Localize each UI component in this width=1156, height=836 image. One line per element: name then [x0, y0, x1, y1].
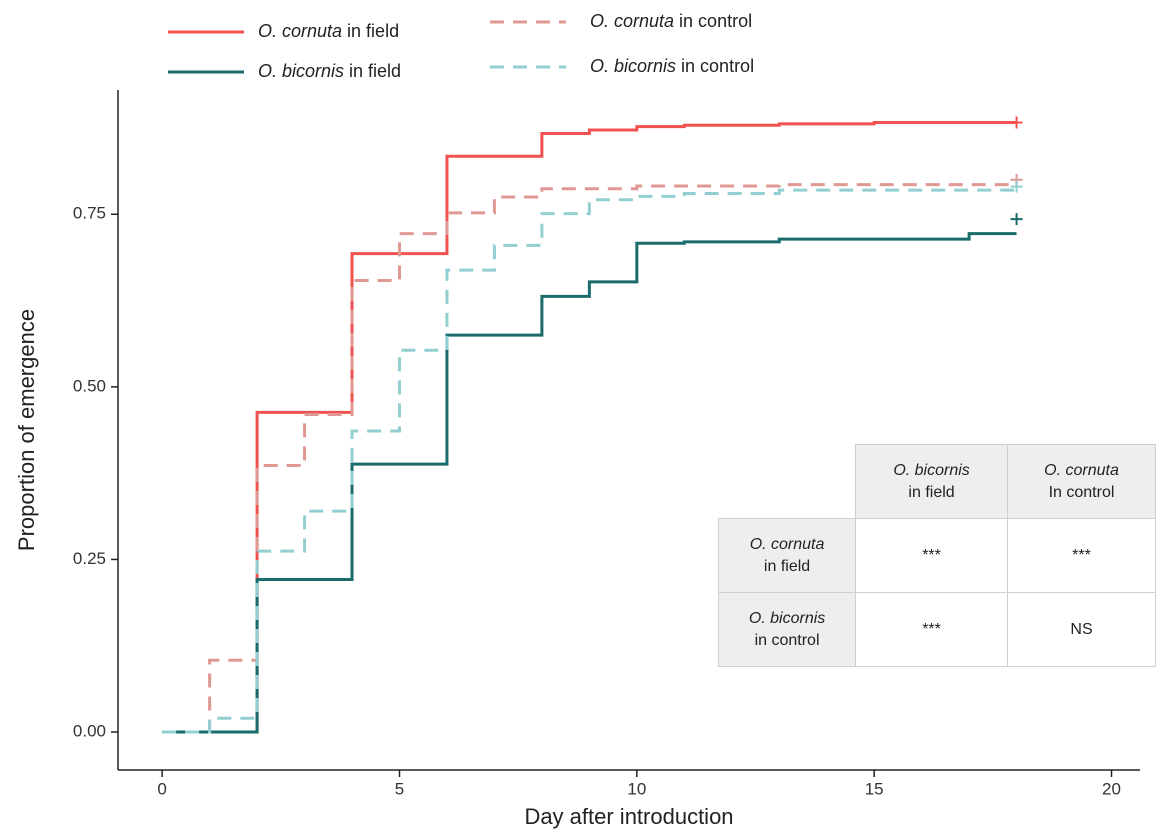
table-cell — [718, 444, 857, 519]
x-tick-label: 10 — [627, 779, 646, 798]
legend-label: O. cornuta in control — [590, 11, 752, 31]
x-axis-title: Day after introduction — [524, 804, 733, 829]
x-tick-label: 20 — [1102, 779, 1121, 798]
table-cell: O. cornuta in field — [717, 518, 857, 593]
y-tick-label: 0.75 — [73, 204, 106, 223]
table-cell: *** — [855, 592, 1009, 667]
survival-line — [162, 188, 1019, 734]
x-tick-label: 15 — [865, 779, 884, 798]
y-tick-label: 0.50 — [73, 376, 106, 395]
legend-label: O. cornuta in field — [258, 21, 399, 41]
table-cell: *** — [855, 518, 1009, 593]
y-axis-title: Proportion of emergence — [14, 309, 39, 551]
table-cell: O. bicornis in control — [717, 592, 857, 667]
table-cell: NS — [1007, 592, 1156, 667]
y-tick-label: 0.00 — [73, 722, 106, 741]
censor-mark — [1010, 116, 1023, 129]
y-tick-label: 0.25 — [73, 549, 106, 568]
legend-label: O. bicornis in field — [258, 61, 401, 81]
x-tick-label: 5 — [395, 779, 404, 798]
x-tick-label: 0 — [157, 779, 166, 798]
legend-label: O. bicornis in control — [590, 56, 754, 76]
censor-mark — [1010, 180, 1023, 193]
censor-mark — [1010, 213, 1023, 226]
table-cell: O. bicornis in field — [855, 444, 1009, 519]
table-row: O. cornuta in field *** *** — [717, 518, 1156, 593]
table-cell: O. cornuta In control — [1007, 444, 1156, 519]
table-cell: *** — [1007, 518, 1156, 593]
survival-line — [162, 182, 1019, 734]
survival-line — [162, 232, 1017, 734]
table-row: O. bicornis in field O. cornuta In contro… — [718, 444, 1156, 519]
table-row: O. bicornis in control *** NS — [717, 592, 1156, 667]
inset-table: O. bicornis in field O. cornuta In contro… — [717, 444, 1156, 667]
